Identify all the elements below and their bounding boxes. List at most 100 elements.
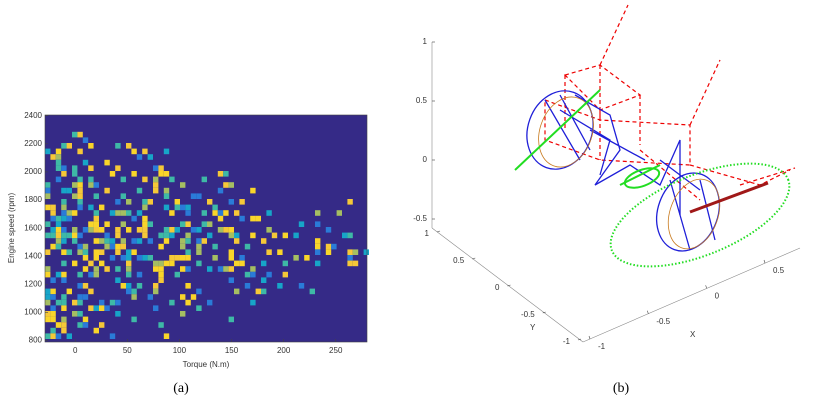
heatmap-cell xyxy=(99,238,105,244)
heatmap-cell xyxy=(228,232,234,239)
heatmap-cell xyxy=(250,299,256,306)
heatmap-cell xyxy=(50,294,56,300)
heatmap-cell xyxy=(325,249,332,255)
y-tick xyxy=(542,311,546,314)
heatmap-cell xyxy=(180,266,186,272)
heatmap-cell xyxy=(255,215,261,222)
heatmap-cell xyxy=(228,316,234,323)
heatmap-cell xyxy=(217,215,224,222)
heatmap-cell xyxy=(93,255,99,261)
heatmap-cell xyxy=(196,249,202,255)
heatmap-cell xyxy=(77,294,83,300)
heatmap-cell xyxy=(142,255,148,261)
heatmap-cell xyxy=(66,143,72,149)
heatmap-cell xyxy=(309,288,315,295)
heatmap-cell xyxy=(266,227,272,233)
heatmap-cell xyxy=(126,255,132,261)
heatmap-cell xyxy=(180,204,186,211)
heatmap-cell xyxy=(347,249,353,255)
heatmap-cell xyxy=(261,277,267,283)
y-tick-label: 800 xyxy=(29,336,43,345)
heatmap-cell xyxy=(180,294,186,300)
heatmap-cell xyxy=(158,277,164,283)
heatmap-cell xyxy=(55,148,62,155)
heatmap-cell xyxy=(147,238,153,244)
heatmap-cell xyxy=(196,227,202,233)
x-tick-label: 250 xyxy=(329,346,343,355)
heatmap-cell xyxy=(185,249,191,255)
heatmap-cell xyxy=(180,182,186,188)
heatmap-cell xyxy=(72,165,78,171)
axes-box xyxy=(44,114,368,343)
heatmap-cell xyxy=(82,243,89,250)
heatmap-cell xyxy=(266,249,272,255)
heatmap-cell xyxy=(55,333,62,339)
heatmap-cell xyxy=(174,271,180,278)
heatmap-cell xyxy=(142,215,148,222)
heatmap-cell xyxy=(61,299,67,306)
heatmap-cell xyxy=(153,288,159,295)
heatmap-cell xyxy=(45,182,51,188)
heatmap-cell xyxy=(174,204,180,211)
heatmap-cell xyxy=(45,266,51,272)
heatmap-cell xyxy=(212,210,218,216)
heatmap-cell xyxy=(153,260,159,267)
x-tick-label: 0.5 xyxy=(773,266,785,275)
heatmap-cell xyxy=(163,193,170,199)
heatmap-cell xyxy=(158,165,164,171)
heatmap-cell xyxy=(115,299,121,306)
heatmap-cell xyxy=(115,311,121,317)
heatmap-cell xyxy=(115,143,121,149)
heatmap-cell xyxy=(126,271,132,278)
heatmap-cell xyxy=(261,238,267,244)
heatmap-cell xyxy=(228,199,234,205)
z-tick-label: 1 xyxy=(423,37,428,46)
heatmap-cell xyxy=(142,199,148,205)
y-axis-label: Engine speed (rpm) xyxy=(7,193,16,264)
heatmap-cell xyxy=(207,199,213,205)
heatmap-cell xyxy=(82,159,89,166)
heatmap-cell xyxy=(93,215,99,222)
heatmap-cell xyxy=(201,221,207,227)
heatmap-cell xyxy=(244,271,251,278)
heatmap-cell xyxy=(136,187,143,194)
heatmap-cell xyxy=(185,266,191,272)
heatmap-cell xyxy=(185,255,191,261)
heatmap-cell xyxy=(293,255,299,261)
heatmap-cell xyxy=(169,255,175,261)
z-tick-label: -0.5 xyxy=(413,214,427,223)
heatmap-cell xyxy=(131,148,137,155)
heatmap-cell xyxy=(126,249,132,255)
heatmap-cell xyxy=(45,333,51,339)
heatmap-cell xyxy=(50,215,56,222)
heatmap-cell xyxy=(88,271,94,278)
heatmap-cell xyxy=(88,165,94,171)
heatmap-cell xyxy=(180,221,186,227)
heatmap-cell xyxy=(77,131,83,138)
heatmap-cell xyxy=(201,210,207,216)
heatmap-cell xyxy=(82,255,89,261)
heatmap-cell xyxy=(126,260,132,267)
heatmap-cell xyxy=(50,243,56,250)
heatmap-cell xyxy=(93,221,99,227)
heatmap-cell xyxy=(126,266,132,272)
heatmap-cell xyxy=(50,232,56,239)
heatmap-cell xyxy=(120,221,126,227)
heatmap-cell xyxy=(277,283,283,289)
heatmap-cell xyxy=(93,249,99,255)
heatmap-cell xyxy=(217,227,224,233)
heatmap xyxy=(45,115,369,342)
heatmap-cell xyxy=(126,199,132,205)
heatmap-cell xyxy=(153,187,159,194)
heatmap-cell xyxy=(142,221,148,227)
heatmap-cell xyxy=(45,288,51,295)
heatmap-cell xyxy=(190,193,197,199)
heatmap-cell xyxy=(136,210,143,216)
heatmap-cell xyxy=(315,260,321,267)
heatmap-cell xyxy=(207,299,213,306)
heatmap-cell xyxy=(55,221,62,227)
heatmap-cell xyxy=(158,232,164,239)
heatmap-cell xyxy=(120,243,126,250)
x-axis-label: X xyxy=(690,330,696,339)
